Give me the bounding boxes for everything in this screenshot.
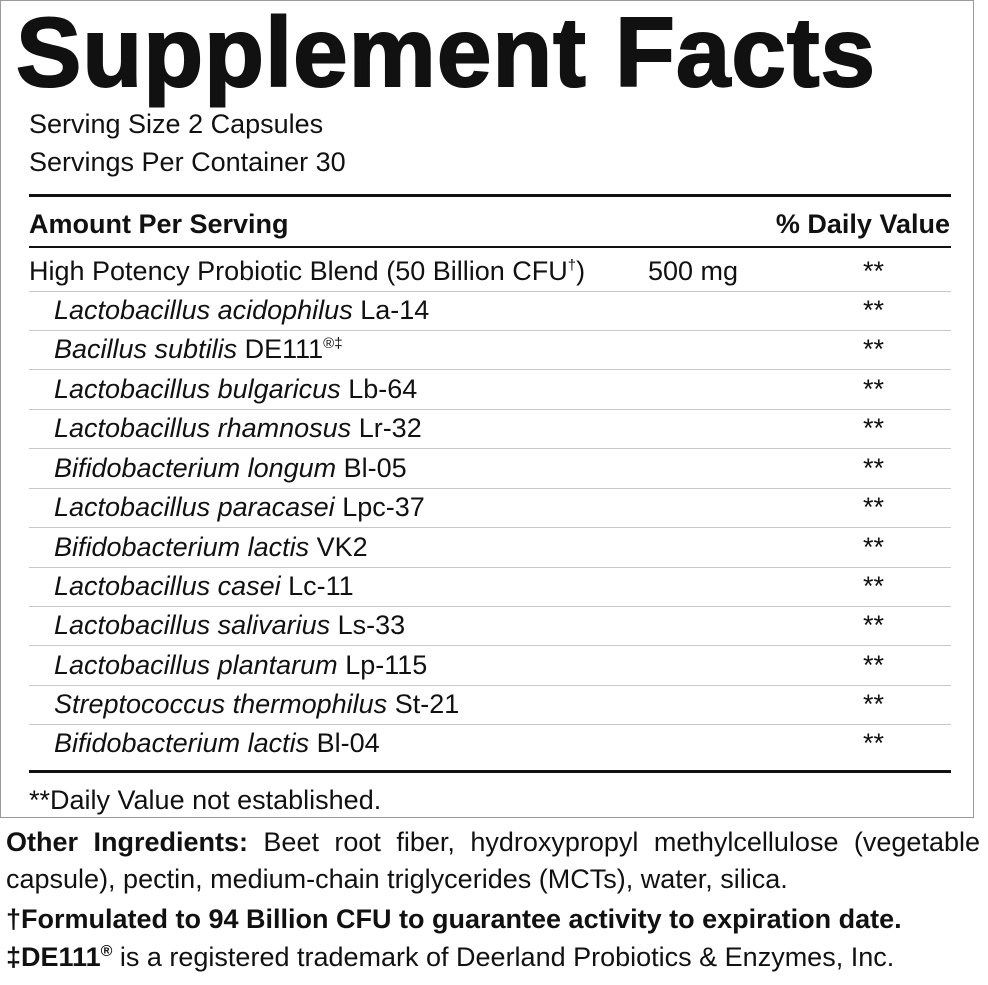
strain-name: Bifidobacterium lactis VK2 xyxy=(54,532,368,562)
supplement-facts-panel xyxy=(0,0,974,818)
servings-per-container: Servings Per Container 30 xyxy=(29,147,346,177)
other-ingredients-label: Other Ingredients: xyxy=(6,827,248,857)
trademark-note: ‡DE111® is a registered trademark of Dee… xyxy=(6,942,895,972)
strain-daily-value: ** xyxy=(863,532,885,562)
top-rule xyxy=(29,194,951,197)
strain-name: Bifidobacterium longum Bl-05 xyxy=(54,453,407,483)
blend-daily-value: ** xyxy=(863,256,885,286)
table-row: Bifidobacterium lactis VK2 ** xyxy=(29,528,951,568)
strain-daily-value: ** xyxy=(863,571,885,601)
strain-daily-value: ** xyxy=(863,689,885,719)
strain-name: Lactobacillus bulgaricus Lb-64 xyxy=(54,374,418,404)
strain-name: Bacillus subtilis DE111®‡ xyxy=(54,334,343,364)
ingredient-table: High Potency Probiotic Blend (50 Billion… xyxy=(29,252,951,763)
daily-value-header: % Daily Value xyxy=(775,209,950,239)
strain-daily-value: ** xyxy=(863,650,885,680)
strain-name: Lactobacillus acidophilus La-14 xyxy=(54,295,430,325)
blend-name: High Potency Probiotic Blend (50 Billion… xyxy=(29,256,586,286)
formulated-note: †Formulated to 94 Billion CFU to guarant… xyxy=(6,904,902,934)
table-row: Streptococcus thermophilus St-21 ** xyxy=(29,686,951,725)
serving-size: Serving Size 2 Capsules xyxy=(29,109,324,139)
blend-amount: 500 mg xyxy=(648,256,739,286)
strain-name: Lactobacillus paracasei Lpc-37 xyxy=(54,492,425,522)
table-row: Lactobacillus paracasei Lpc-37 ** xyxy=(29,489,951,528)
table-row: Lactobacillus rhamnosus Lr-32 ** xyxy=(29,410,951,449)
amount-per-serving-header: Amount Per Serving xyxy=(29,209,289,239)
other-ingredients: Other Ingredients: Beet root fiber, hydr… xyxy=(6,824,980,898)
table-row: Lactobacillus plantarum Lp-115 ** xyxy=(29,646,951,686)
table-row: Lactobacillus bulgaricus Lb-64 ** xyxy=(29,370,951,410)
strain-daily-value: ** xyxy=(863,453,885,483)
strain-daily-value: ** xyxy=(863,295,885,325)
table-row: Bifidobacterium longum Bl-05 ** xyxy=(29,449,951,489)
strain-daily-value: ** xyxy=(863,334,885,364)
strain-daily-value: ** xyxy=(863,610,885,640)
strain-name: Streptococcus thermophilus St-21 xyxy=(54,689,460,719)
daily-value-footnote: **Daily Value not established. xyxy=(29,785,382,815)
strain-name: Bifidobacterium lactis Bl-04 xyxy=(54,728,380,758)
strain-daily-value: ** xyxy=(863,492,885,522)
strain-name: Lactobacillus salivarius Ls-33 xyxy=(54,610,406,640)
strain-daily-value: ** xyxy=(863,413,885,443)
table-row: Bifidobacterium lactis Bl-04 ** xyxy=(29,725,951,763)
table-row-blend: High Potency Probiotic Blend (50 Billion… xyxy=(29,252,951,292)
bottom-rule xyxy=(29,770,951,773)
strain-name: Lactobacillus casei Lc-11 xyxy=(54,571,354,601)
other-ingredients-text: Beet root fiber, hydroxypropyl methylcel… xyxy=(6,827,980,894)
strain-name: Lactobacillus plantarum Lp-115 xyxy=(54,650,428,680)
table-row: Lactobacillus acidophilus La-14 ** xyxy=(29,292,951,331)
panel-title: Supplement Facts xyxy=(15,0,877,108)
strain-name: Lactobacillus rhamnosus Lr-32 xyxy=(54,413,422,443)
table-row: Lactobacillus casei Lc-11 ** xyxy=(29,568,951,607)
table-row: Bacillus subtilis DE111®‡ ** xyxy=(29,331,951,370)
strain-daily-value: ** xyxy=(863,374,885,404)
strain-daily-value: ** xyxy=(863,728,885,758)
header-rule xyxy=(29,246,951,248)
table-row: Lactobacillus salivarius Ls-33 ** xyxy=(29,607,951,646)
